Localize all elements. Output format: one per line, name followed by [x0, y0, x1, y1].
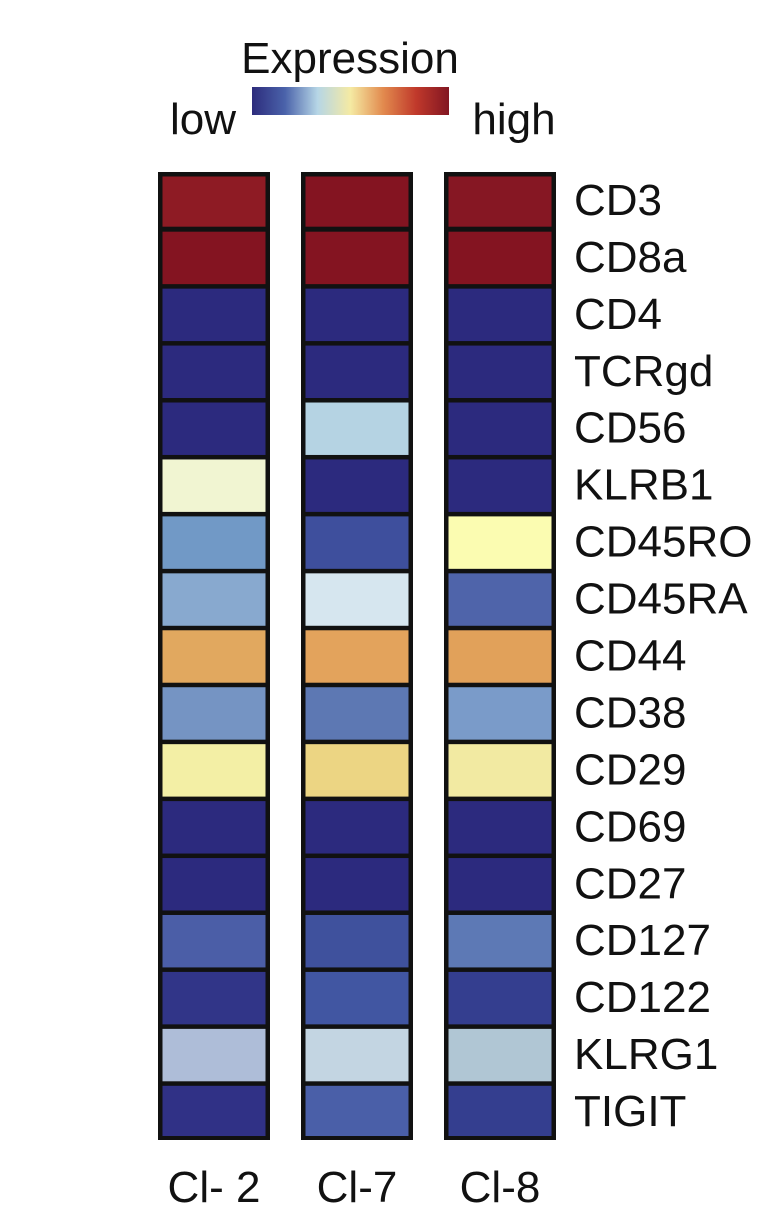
heatmap-cell-cd44-cl-2 — [162, 630, 266, 683]
heatmap-cell-klrg1-cl-7 — [305, 1028, 409, 1082]
row-label-cd69: CD69 — [574, 802, 687, 851]
heatmap-cell-cd27-cl-7 — [305, 858, 409, 911]
heatmap-cell-tigit-cl-7 — [305, 1085, 409, 1136]
heatmap-cell-tcrgd-cl-2 — [162, 345, 266, 399]
heatmap-cell-tcrgd-cl-8 — [448, 345, 552, 399]
row-label-cd29: CD29 — [574, 745, 687, 794]
heatmap-cell-cd56-cl-2 — [162, 402, 266, 455]
column-labels: Cl- 2 Cl-7 Cl-8 — [168, 1163, 541, 1212]
heatmap-cell-cd45ra-cl-7 — [305, 573, 409, 626]
row-label-cd122: CD122 — [574, 973, 711, 1022]
legend-high-label: high — [472, 95, 555, 144]
heatmap-grid — [158, 172, 556, 1140]
column-cl-8 — [444, 172, 556, 1140]
heatmap-cell-cd45ro-cl-8 — [448, 516, 552, 569]
row-label-cd44: CD44 — [574, 632, 687, 681]
heatmap-cell-cd8a-cl-8 — [448, 231, 552, 285]
column-label-cl-8: Cl-8 — [460, 1163, 541, 1212]
heatmap-cell-cd27-cl-8 — [448, 858, 552, 911]
row-label-klrb1: KLRB1 — [574, 461, 713, 510]
heatmap-cell-cd27-cl-2 — [162, 858, 266, 911]
row-label-cd45ro: CD45RO — [574, 518, 753, 567]
row-label-tigit: TIGIT — [574, 1087, 686, 1136]
heatmap-cell-klrb1-cl-2 — [162, 459, 266, 512]
heatmap-cell-cd3-cl-8 — [448, 176, 552, 227]
heatmap-cell-cd45ra-cl-2 — [162, 573, 266, 626]
heatmap-cell-klrb1-cl-8 — [448, 459, 552, 512]
row-label-cd45ra: CD45RA — [574, 575, 748, 624]
heatmap-cell-cd44-cl-7 — [305, 630, 409, 683]
row-label-cd8a: CD8a — [574, 233, 687, 282]
heatmap-cell-cd4-cl-7 — [305, 288, 409, 342]
heatmap-cell-cd3-cl-2 — [162, 176, 266, 227]
legend-low-label: low — [170, 95, 236, 144]
heatmap-cell-cd69-cl-2 — [162, 801, 266, 854]
heatmap-cell-cd122-cl-7 — [305, 971, 409, 1025]
column-cl-2 — [158, 172, 270, 1140]
heatmap-cell-cd4-cl-8 — [448, 288, 552, 342]
row-label-cd38: CD38 — [574, 688, 687, 737]
heatmap-cell-cd4-cl-2 — [162, 288, 266, 342]
heatmap-cell-klrb1-cl-7 — [305, 459, 409, 512]
column-cl-7 — [301, 172, 413, 1140]
heatmap-cell-cd38-cl-7 — [305, 687, 409, 740]
heatmap-cell-cd45ro-cl-7 — [305, 516, 409, 569]
row-label-cd56: CD56 — [574, 404, 687, 453]
row-label-cd4: CD4 — [574, 290, 662, 339]
heatmap-cell-cd8a-cl-2 — [162, 231, 266, 285]
heatmap-cell-tigit-cl-8 — [448, 1085, 552, 1136]
heatmap-cell-tcrgd-cl-7 — [305, 345, 409, 399]
heatmap-cell-cd45ro-cl-2 — [162, 516, 266, 569]
heatmap-cell-cd127-cl-8 — [448, 914, 552, 968]
heatmap-cell-klrg1-cl-8 — [448, 1028, 552, 1082]
heatmap-cell-cd69-cl-8 — [448, 801, 552, 854]
heatmap-cell-cd44-cl-8 — [448, 630, 552, 683]
heatmap-cell-cd38-cl-2 — [162, 687, 266, 740]
heatmap-cell-tigit-cl-2 — [162, 1085, 266, 1136]
legend-title: Expression — [241, 34, 459, 83]
heatmap-cell-cd127-cl-2 — [162, 914, 266, 968]
row-label-klrg1: KLRG1 — [574, 1030, 718, 1079]
heatmap-cell-cd3-cl-7 — [305, 176, 409, 227]
heatmap-cell-cd122-cl-2 — [162, 971, 266, 1025]
heatmap-cell-klrg1-cl-2 — [162, 1028, 266, 1082]
heatmap-cell-cd29-cl-2 — [162, 744, 266, 797]
heatmap-cell-cd56-cl-8 — [448, 402, 552, 455]
row-label-cd27: CD27 — [574, 859, 687, 908]
heatmap-cell-cd56-cl-7 — [305, 402, 409, 455]
heatmap-cell-cd69-cl-7 — [305, 801, 409, 854]
heatmap-cell-cd122-cl-8 — [448, 971, 552, 1025]
column-label-cl-7: Cl-7 — [317, 1163, 398, 1212]
row-labels: CD3 CD8a CD4 TCRgd CD56 KLRB1 CD45RO CD45RA CD44… — [574, 176, 753, 1136]
heatmap-cell-cd45ra-cl-8 — [448, 573, 552, 626]
color-scale-bar — [252, 87, 449, 115]
heatmap-cell-cd29-cl-7 — [305, 744, 409, 797]
heatmap-cell-cd8a-cl-7 — [305, 231, 409, 285]
heatmap-cell-cd29-cl-8 — [448, 744, 552, 797]
heatmap-cell-cd127-cl-7 — [305, 914, 409, 968]
heatmap-cell-cd38-cl-8 — [448, 687, 552, 740]
row-label-cd3: CD3 — [574, 176, 662, 225]
column-label-cl-2: Cl- 2 — [168, 1163, 261, 1212]
row-label-tcrgd: TCRgd — [574, 347, 713, 396]
row-label-cd127: CD127 — [574, 916, 711, 965]
